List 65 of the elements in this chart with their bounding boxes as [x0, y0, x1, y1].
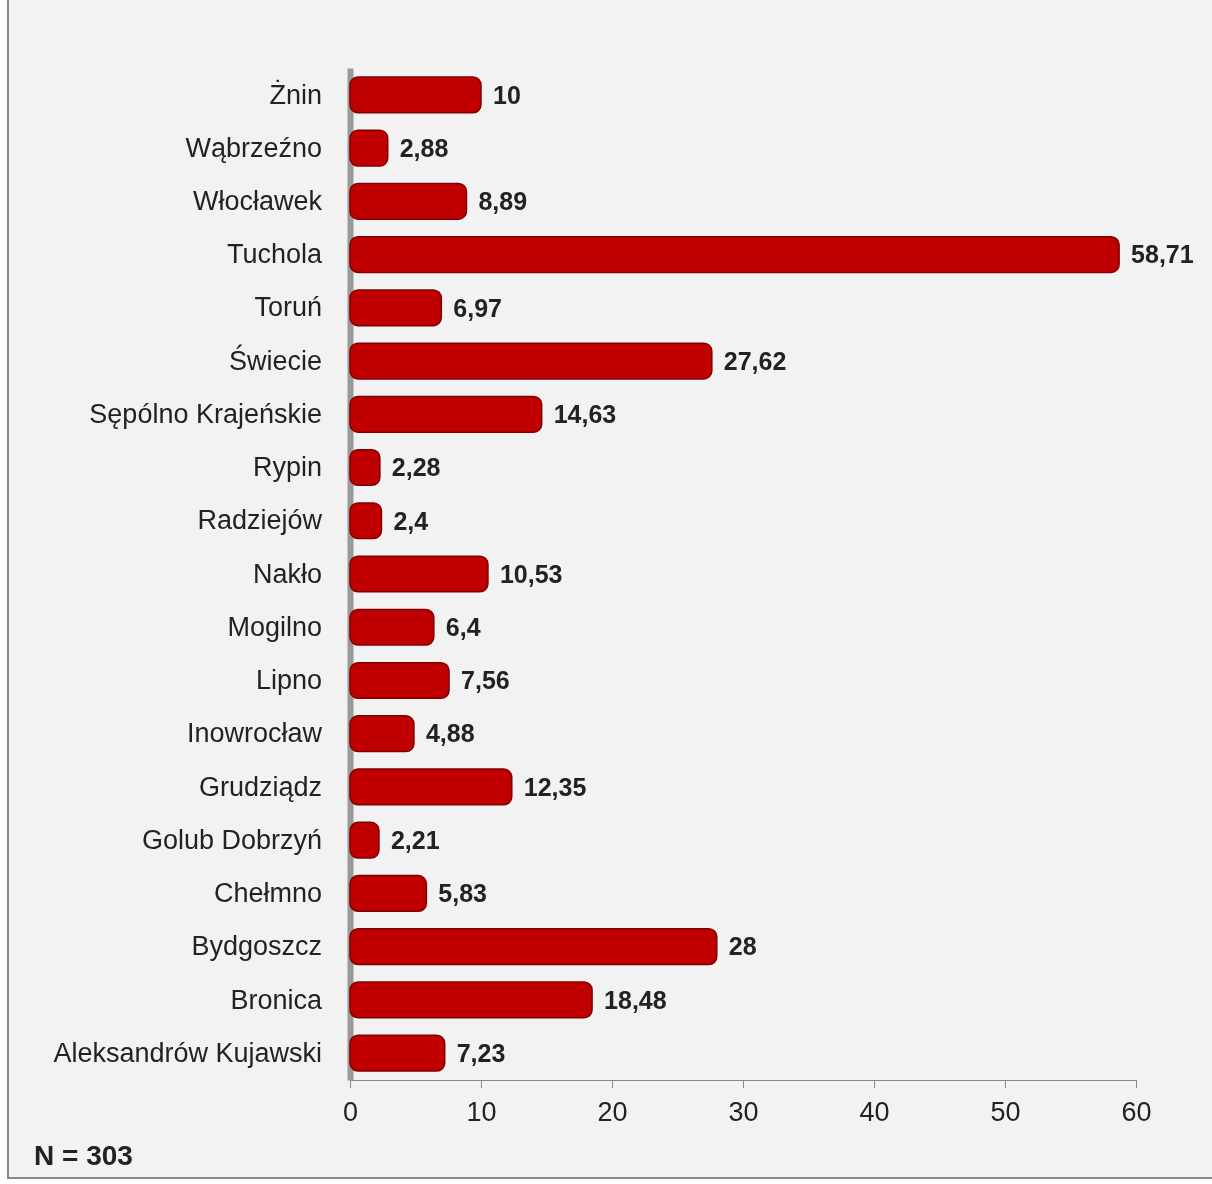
x-tick-label: 60	[1121, 1097, 1152, 1128]
bar	[349, 821, 380, 859]
x-tick-label: 20	[597, 1097, 628, 1128]
data-label: 18,48	[604, 985, 667, 1014]
y-tick-label: Aleksandrów Kujawski	[53, 1037, 322, 1068]
x-tick-label: 40	[859, 1097, 890, 1128]
data-label: 10,53	[499, 559, 563, 588]
data-label: 7,56	[461, 666, 510, 695]
bar	[349, 502, 383, 540]
data-label: 2,4	[393, 506, 429, 535]
bar	[349, 928, 718, 966]
data-label: 10	[493, 80, 521, 109]
y-tick-label: Nakło	[252, 558, 322, 589]
data-label: 2,88	[399, 133, 449, 162]
x-tick-label: 50	[990, 1097, 1021, 1128]
y-tick-label: Żnin	[269, 78, 322, 110]
y-tick-label: Toruń	[254, 292, 322, 323]
bar	[349, 1034, 446, 1072]
bar	[349, 874, 428, 912]
y-tick-label: Bronica	[230, 984, 323, 1015]
x-tick-label: 10	[466, 1097, 497, 1128]
x-tick-label: 0	[342, 1097, 359, 1128]
data-label: 6,97	[453, 293, 502, 322]
text: N = 303	[34, 1140, 133, 1171]
bar	[349, 661, 450, 700]
data-label: 14,63	[553, 400, 617, 429]
y-tick-label: Golub Dobrzyń	[141, 824, 322, 855]
data-label: 5,83	[438, 879, 488, 908]
bar	[349, 182, 468, 220]
y-tick-label: Świecie	[228, 343, 322, 376]
data-label: 4,88	[425, 719, 475, 748]
bar	[349, 395, 543, 433]
bar	[349, 555, 489, 593]
bar	[349, 608, 435, 646]
bar	[349, 129, 389, 167]
bar	[349, 448, 381, 487]
y-tick-label: Rypin	[252, 452, 322, 483]
y-tick-label: Inowrocław	[186, 718, 323, 749]
y-tick-label: Radziejów	[197, 505, 323, 536]
y-tick-label: Bydgoszcz	[191, 931, 322, 962]
data-label: 8,89	[478, 187, 528, 216]
y-tick-label: Wąbrzeźno	[185, 132, 322, 163]
data-label: 27,62	[723, 346, 787, 375]
x-tick-label: 30	[728, 1097, 759, 1128]
data-label: 2,21	[390, 825, 440, 854]
bar	[349, 981, 593, 1019]
data-label: 12,35	[523, 772, 587, 801]
y-tick-label: Chełmno	[213, 878, 322, 909]
bar	[349, 342, 713, 380]
bar	[349, 236, 1120, 274]
y-tick-label: Lipno	[255, 665, 322, 696]
bar	[349, 289, 443, 327]
data-label: 2,28	[391, 453, 441, 482]
data-label: 6,4	[445, 612, 481, 641]
data-label: 7,23	[456, 1038, 506, 1067]
bar	[349, 768, 513, 806]
y-tick-label: Sępólno Krajeńskie	[89, 398, 322, 429]
y-tick-label: Mogilno	[227, 611, 322, 642]
y-tick-label: Włocławek	[192, 185, 323, 216]
bar	[349, 76, 482, 114]
data-label: 28	[728, 932, 757, 961]
bar	[349, 715, 415, 753]
y-tick-label: Tuchola	[226, 239, 323, 270]
y-tick-label: Grudziądz	[198, 771, 322, 802]
data-label: 58,71	[1131, 240, 1194, 269]
